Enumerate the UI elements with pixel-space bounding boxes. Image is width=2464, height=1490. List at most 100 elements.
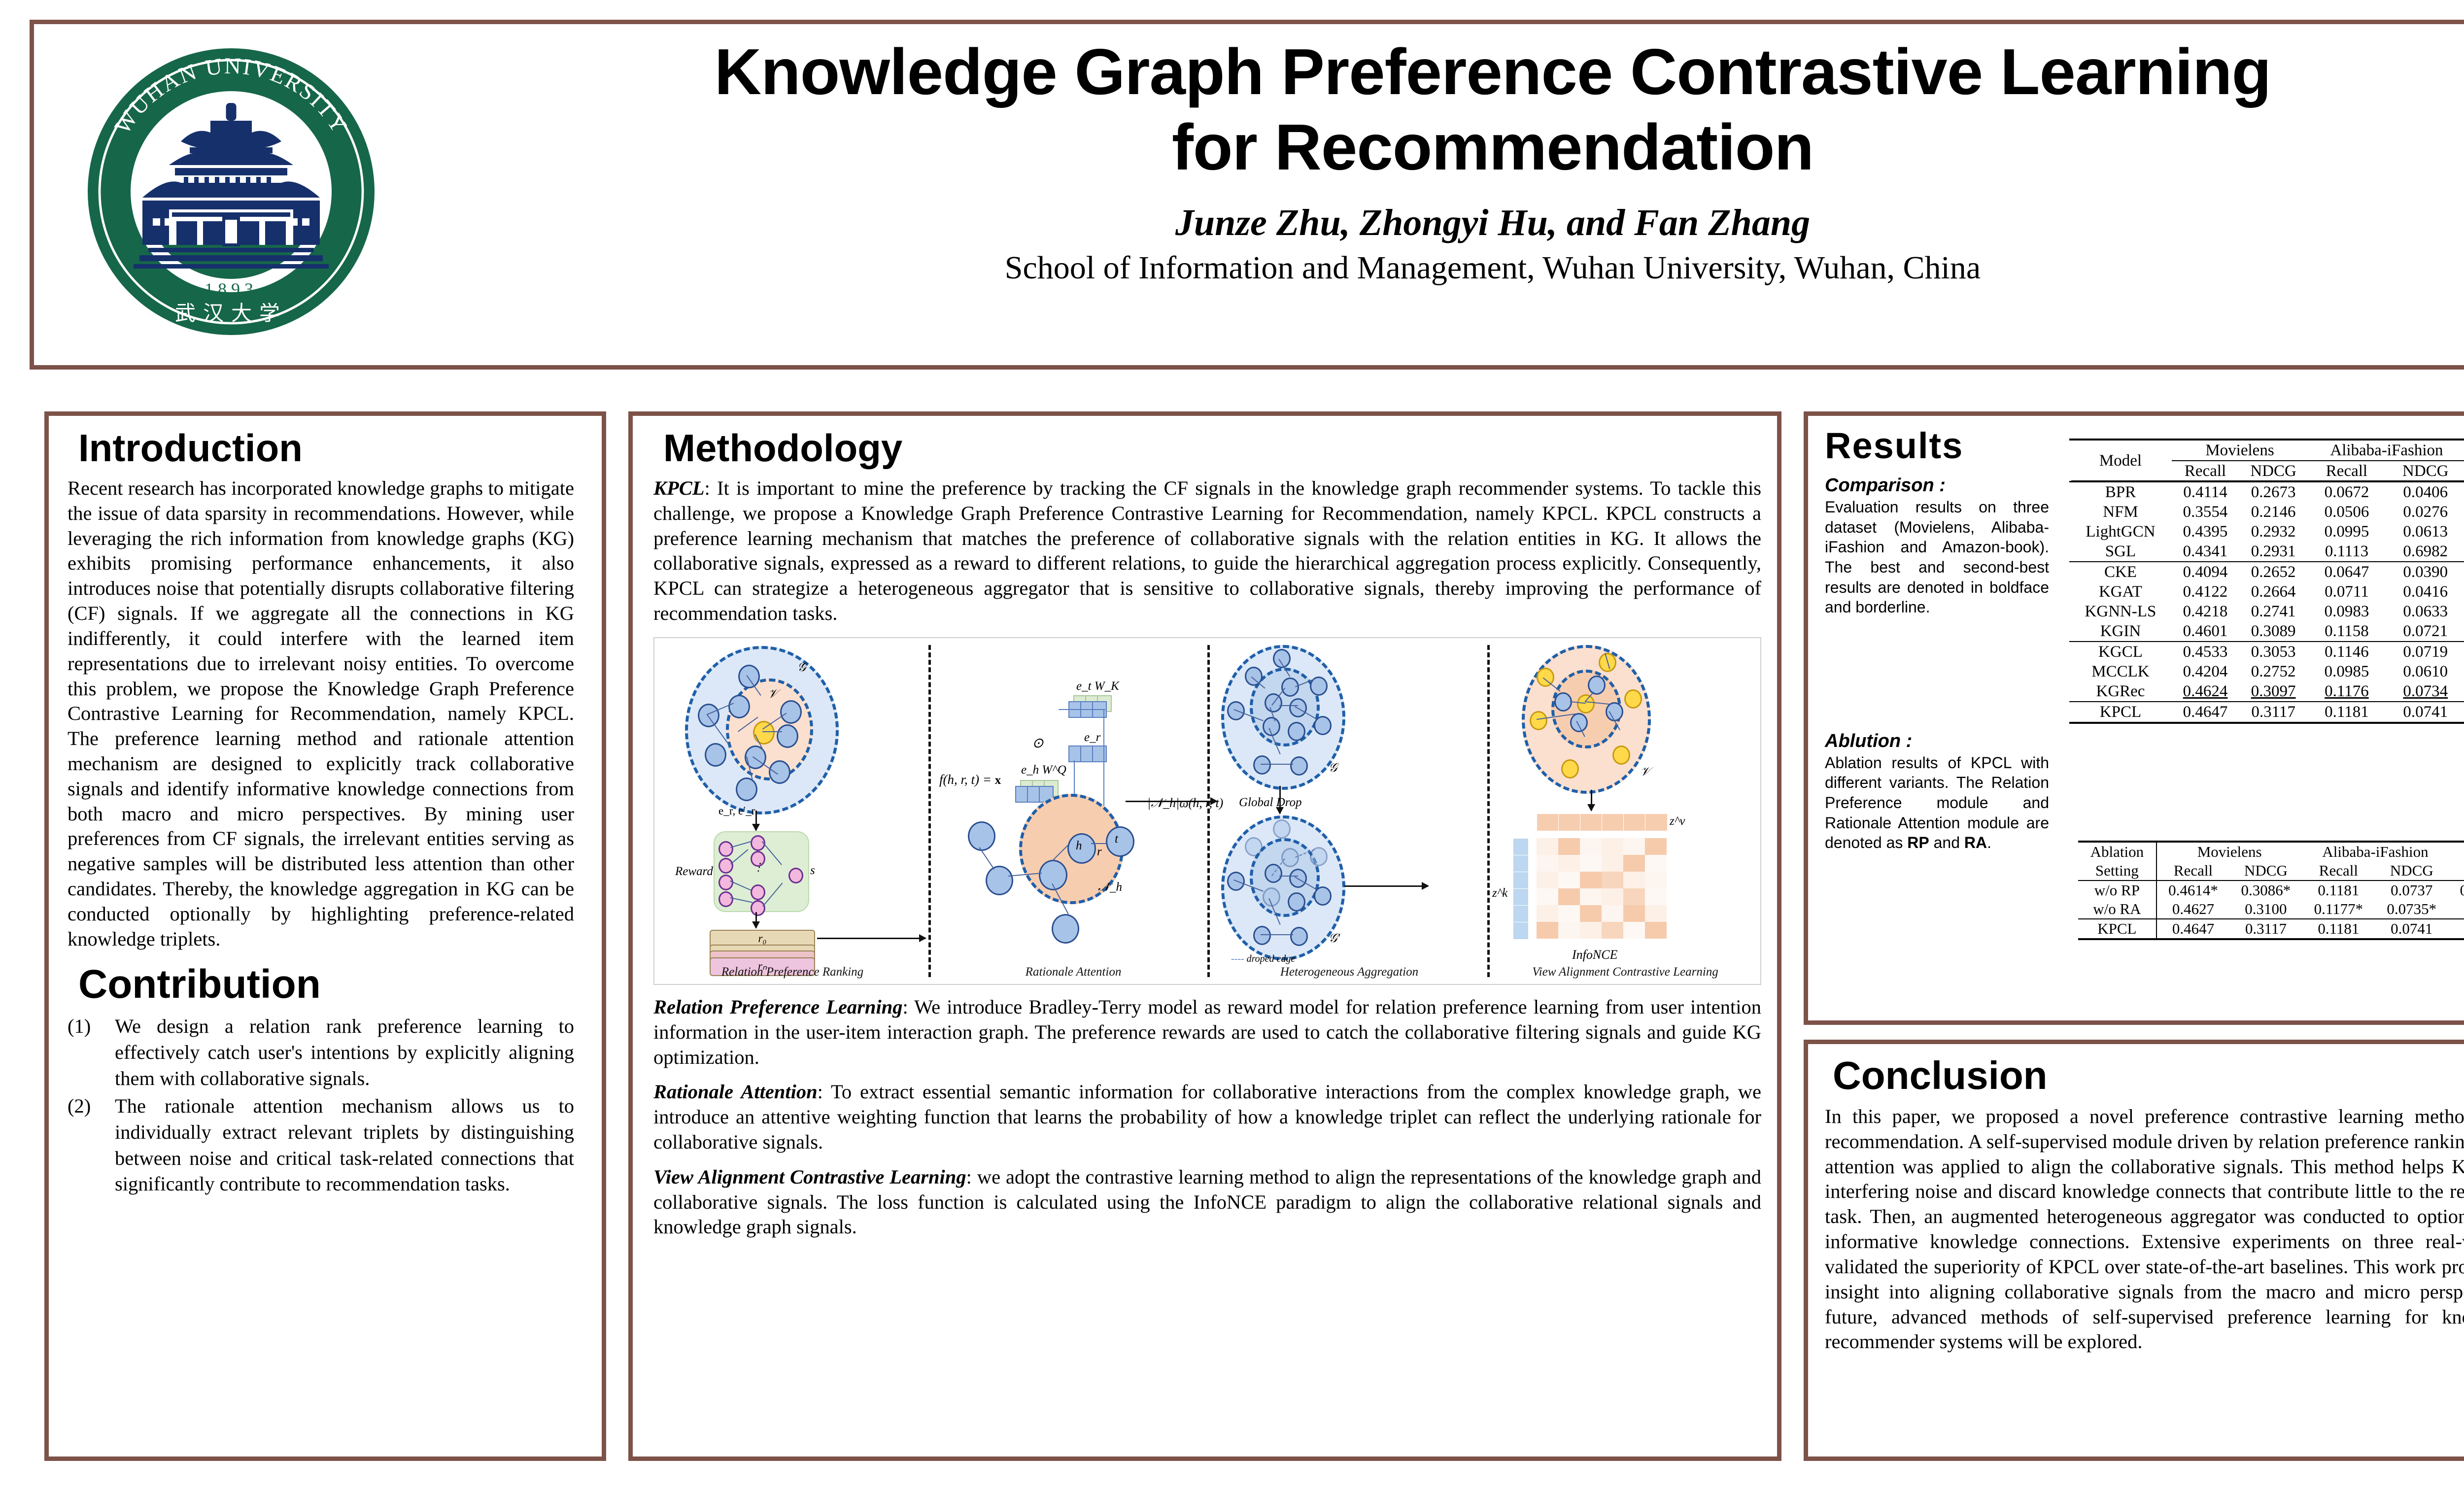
metric-value: 0.0985 [2324,662,2369,680]
metric-value: 0.4533 [2183,643,2228,661]
metric-value: 0.4627 [2156,900,2230,919]
graph-g-prime-label: 𝒢′ [1329,931,1340,945]
metric-value: 0.2931 [2251,542,2296,560]
metric-value: 0.4647 [2156,919,2230,939]
metric-value: 0.6982 [2403,542,2448,560]
metric-value: 0.0734 [2403,682,2448,700]
logo-year: 1893 [205,279,258,299]
middle-column: Methodology KPCL: It is important to min… [628,411,1781,1461]
diagram-caption-3: Heterogeneous Aggregation [1280,965,1419,979]
infonce-label: InfoNCE [1572,947,1618,962]
score-label: s [810,863,815,877]
list-item: (1) We design a relation rank preference… [68,1014,574,1091]
wuhan-university-logo: WUHAN UNIVERSITY [83,44,379,339]
diagram-caption-4: View Alignment Contrastive Learning [1532,965,1718,979]
table-row: w/o RA0.46270.31000.1177*0.0735*0.15130.… [2078,900,2464,919]
methodology-para-3: View Alignment Contrastive Learning: we … [653,1165,1761,1240]
metric-value: 0.0995 [2324,522,2369,541]
metric-value: 0.3554 [2183,503,2228,521]
metric-value: 0.1158 [2325,622,2369,640]
table-corner: Ablation [2090,843,2144,860]
model-name: w/o RA [2093,900,2141,917]
metric-value: 0.4395 [2183,522,2228,541]
model-name: NFM [2103,503,2138,521]
table-row: w/o RP0.4614*0.3086*0.11810.07370.1434*0… [2078,880,2464,900]
metric-header: Recall [2326,462,2368,480]
global-drop-formula: |𝒩_h|ω(h, r, t) [1147,795,1224,810]
metric-value: 0.4114 [2183,483,2227,501]
metric-value: 0.4094 [2183,563,2228,581]
metric-value: 0.2752 [2251,662,2296,680]
x-mark: x [994,773,1001,787]
metric-header: Recall [2184,462,2226,480]
metric-value: 0.0721 [2403,622,2448,640]
node-r-label: r [1097,845,1102,858]
metric-value: 0.0672 [2324,483,2369,501]
main-results-table: ModelMovielensAlibaba-iFashionAmazon-boo… [2069,439,2464,724]
metric-value: 0.2664 [2251,582,2296,601]
item-number: (1) [68,1015,91,1038]
metric-value: 0.0613 [2403,522,2448,541]
metric-value: 0.0737 [2391,881,2433,899]
conclusion-title: Conclusion [1833,1053,2048,1097]
metric-value: 0.3089 [2251,622,2296,640]
metric-header: NDCG [2244,862,2288,879]
conclusion-body: In this paper, we proposed a novel prefe… [1825,1105,2464,1353]
metric-header: NDCG [2390,862,2433,879]
author-list: Junze Zhu, Zhongyi Hu, and Fan Zhang [1175,202,1811,244]
metric-value: 0.4218 [2183,602,2228,620]
metric-value: 0.0390 [2403,563,2448,581]
logo-chinese: 武汉大学 [175,302,287,325]
metric-value: 0.0711 [2325,582,2369,601]
metric-value: 0.1146 [2325,643,2369,661]
embed-er-label: e_r, e′_r [719,804,755,817]
conclusion-panel: Conclusion In this paper, we proposed a … [1804,1040,2464,1461]
comparison-note: Evaluation results on three dataset (Mov… [1825,498,2049,616]
table-corner-2: Setting [2095,862,2139,879]
model-name: KPCL [2097,920,2137,937]
global-drop-label: Global Drop [1239,795,1302,809]
ablation-results-table: Ablation Movielens Alibaba-iFashion Amazon-… [2078,841,2464,940]
model-name: KGIN [2100,622,2141,640]
dataset-header: Alibaba-iFashion [2308,440,2464,461]
metric-value: 0.2741 [2251,602,2296,620]
metric-value: 0.2673 [2251,483,2296,501]
model-name: KPCL [2099,703,2142,721]
dropped-edge-label: droped edge [1246,953,1296,964]
diagram-caption-2: Rationale Attention [1025,965,1122,979]
para-label: Relation Preference Learning [653,995,903,1018]
left-column: Introduction Recent research has incorpo… [44,411,606,1461]
metric-value: 0.4204 [2183,662,2228,680]
ehwq-label: e_h W^Q [1021,763,1066,777]
metric-value: 0.4601 [2183,622,2228,640]
neighborhood-label: 𝒩_h [1098,880,1122,894]
metric-header: NDCG [2250,462,2296,480]
introduction-title: Introduction [78,426,303,470]
comparison-heading: Comparison : [1825,475,1946,496]
zk-label: z^k [1492,886,1508,900]
metric-value: 0.0741 [2391,920,2433,937]
dataset-header: Movielens [2171,440,2308,461]
metric-header: NDCG [2402,462,2449,480]
para-text: : we adopt the contrastive learning meth… [653,1165,1761,1238]
metric-value: 0.1177* [2314,900,2363,917]
rank-row-n: rₙ [710,957,815,976]
metric-value: 0.3086* [2241,881,2291,899]
metric-value: 0.1113 [2325,542,2369,560]
metric-value: 0.4647 [2183,703,2228,721]
methodology-title: Methodology [663,426,903,470]
metric-value: 0.1513 [2448,900,2464,919]
metric-value: 0.0506 [2324,503,2369,521]
model-name: BPR [2105,483,2136,501]
metric-value: 0.1181 [2318,881,2360,899]
metric-value: 0.1434* [2460,881,2464,899]
results-panel: Results Comparison : Evaluation results … [1804,411,2464,1025]
view-v-label: 𝒱 [1640,765,1650,779]
metric-value: 0.2146 [2251,503,2296,521]
metric-value: 0.2932 [2251,522,2296,541]
